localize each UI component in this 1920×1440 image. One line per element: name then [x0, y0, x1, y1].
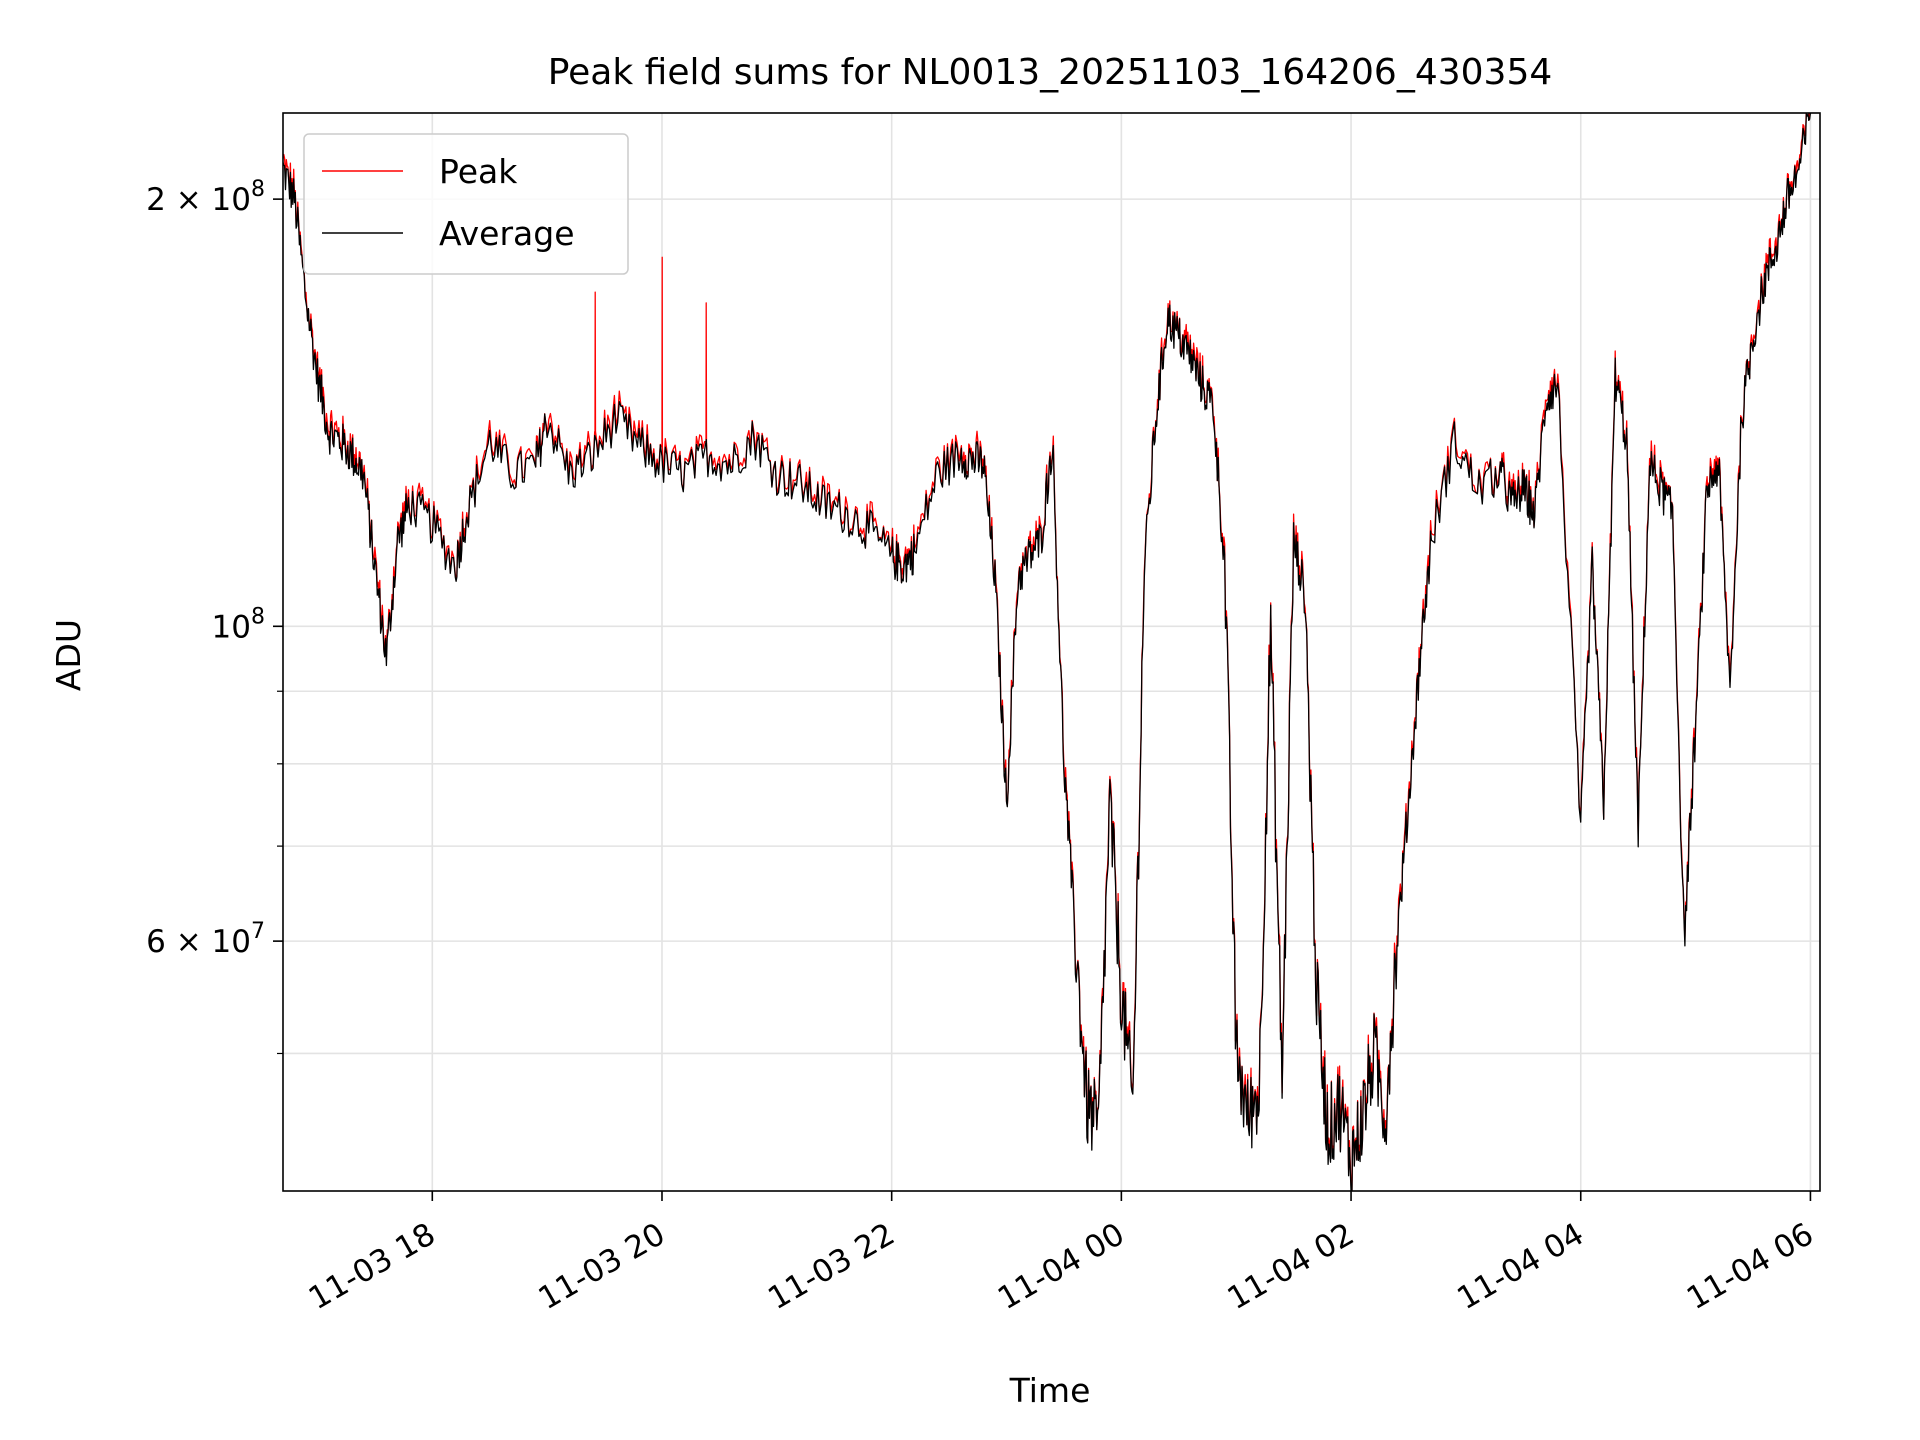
chart-title: Peak field sums for NL0013_20251103_1642…	[548, 52, 1553, 93]
y-tick-exponent: 8	[251, 177, 265, 202]
legend-label-peak: Peak	[439, 152, 518, 191]
y-axis-label: ADU	[49, 619, 88, 691]
y-tick-label: 2 × 108	[146, 177, 265, 218]
series-group	[283, 113, 1812, 1191]
legend-label-average: Average	[439, 214, 575, 253]
grid	[283, 113, 1820, 1191]
y-tick-label: 6 × 107	[146, 919, 265, 960]
legend-box	[303, 133, 629, 275]
plot-frame	[282, 112, 1821, 1192]
y-tick-base: 10	[212, 609, 251, 645]
legend: Peak Average	[303, 133, 629, 275]
y-tick-exponent: 7	[251, 919, 265, 944]
y-tick-label: 108	[212, 604, 265, 645]
y-tick-base: 6 × 10	[146, 924, 251, 960]
y-tick-base: 2 × 10	[146, 182, 251, 218]
y-tick-exponent: 8	[251, 604, 265, 629]
series-line-average	[283, 113, 1812, 1191]
x-axis-label: Time	[1009, 1371, 1091, 1410]
